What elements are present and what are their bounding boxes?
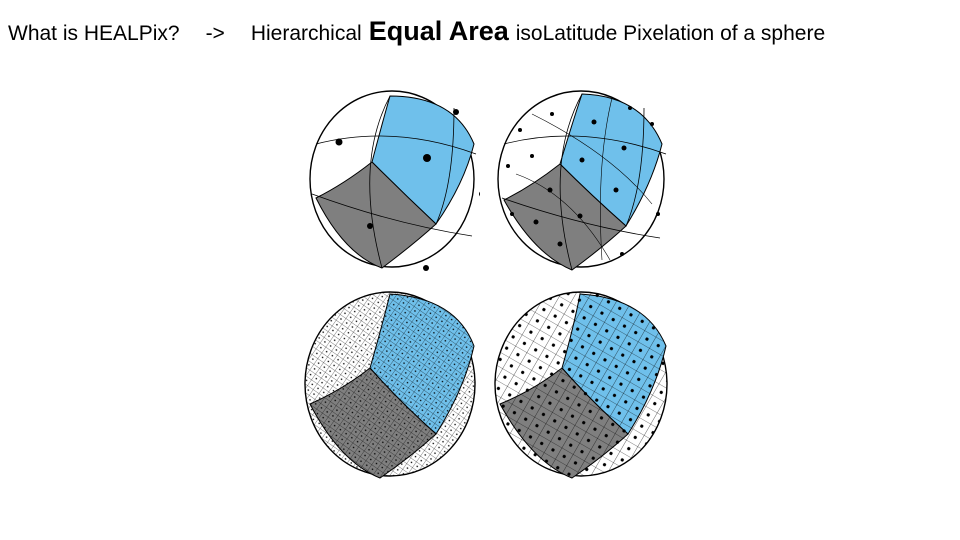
title-arrow: -> bbox=[205, 22, 225, 45]
healpix-sphere-level-3 bbox=[494, 291, 668, 479]
healpix-sphere-level-2 bbox=[497, 90, 667, 271]
title-suffix: isoLatitude Pixelation of a sphere bbox=[515, 22, 826, 45]
healpix-sphere-level-4 bbox=[304, 291, 476, 479]
title-question: What is HEALPix? bbox=[8, 22, 180, 45]
title-prefix: Hierarchical bbox=[250, 22, 362, 45]
healpix-sphere-level-1 bbox=[309, 90, 480, 271]
healpix-figure bbox=[296, 80, 680, 480]
slide-title: What is HEALPix? -> Hierarchical Equal A… bbox=[8, 16, 825, 47]
title-emphasis: Equal Area bbox=[368, 16, 509, 46]
